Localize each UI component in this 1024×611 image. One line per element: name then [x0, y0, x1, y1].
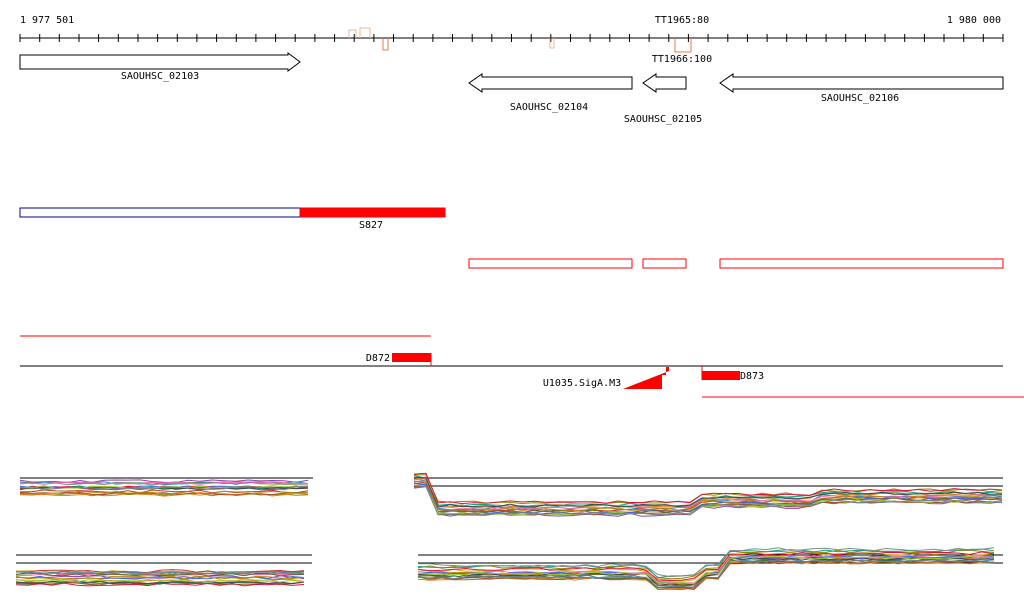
- expression-trace: [19, 481, 309, 485]
- expression-trace: [16, 569, 305, 574]
- expression-panel-top-right: [413, 472, 1003, 517]
- expression-trace: [15, 578, 305, 583]
- expression-trace: [15, 582, 305, 587]
- axis-peak-mark: [359, 27, 371, 38]
- promoter-mark[interactable]: [623, 367, 669, 389]
- gene-label: SAOUHSC_02105: [624, 114, 702, 125]
- gene-label: SAOUHSC_02104: [510, 102, 588, 113]
- expression-profile-lines: [19, 479, 309, 497]
- expression-trace: [413, 477, 1003, 510]
- expression-trace: [15, 572, 305, 577]
- axis-peak-mark: [549, 38, 555, 49]
- transcript-track: [468, 258, 1004, 269]
- expression-panel-bottom-right: [417, 547, 1003, 591]
- gene-arrow[interactable]: [468, 73, 633, 93]
- segment-label: D873: [740, 371, 764, 382]
- expression-trace: [19, 492, 309, 497]
- gene-arrow[interactable]: [642, 73, 687, 93]
- expression-trace: [413, 472, 1003, 505]
- axis-start-label: 1 977 501: [20, 15, 74, 26]
- expression-trace: [19, 486, 308, 491]
- terminator-label: TT1965:80: [655, 15, 709, 26]
- expression-trace: [19, 489, 309, 494]
- axis-ticks: [19, 34, 1004, 42]
- expression-profile-lines: [15, 569, 305, 587]
- expression-profile-lines: [413, 472, 1003, 517]
- expression-trace: [413, 476, 1003, 508]
- gene-arrow[interactable]: [19, 52, 301, 72]
- expression-trace: [19, 491, 309, 496]
- expression-trace: [417, 555, 995, 585]
- segment-box-red[interactable]: [392, 353, 431, 362]
- expression-trace: [15, 571, 305, 575]
- segment-box-red[interactable]: [702, 371, 740, 380]
- expression-panel-bottom-left: [15, 554, 312, 587]
- axis-peak-mark: [348, 29, 357, 38]
- expression-panel-top-left: [19, 477, 313, 497]
- segment-box-blue[interactable]: [19, 207, 301, 218]
- expression-trace: [413, 482, 1003, 514]
- segment-label: D872: [366, 353, 390, 364]
- segment-track: S827: [19, 207, 446, 231]
- expression-trace: [19, 490, 309, 495]
- expression-trace: [15, 575, 305, 580]
- promoter-label: U1035.SigA.M3: [543, 378, 621, 389]
- gene-label: SAOUHSC_02103: [121, 71, 199, 82]
- expression-trace: [19, 481, 309, 486]
- coordinate-axis: 1 977 501 1 980 000 TT1965:80 TT1966:100: [19, 15, 1004, 65]
- expression-trace: [417, 556, 995, 587]
- gene-label: SAOUHSC_02106: [821, 93, 899, 104]
- expression-trace: [418, 547, 995, 578]
- segment-box-red[interactable]: [299, 207, 446, 218]
- transcript-box[interactable]: [642, 258, 687, 269]
- expression-profile-lines: [417, 547, 995, 591]
- expression-trace: [417, 548, 995, 579]
- gene-track: SAOUHSC_02103 SAOUHSC_02104 SAOUHSC_0210…: [19, 52, 1004, 125]
- axis-end-label: 1 980 000: [947, 15, 1001, 26]
- feature-track: D872 D873 U1035.SigA.M3: [20, 335, 1024, 398]
- gene-arrow[interactable]: [719, 73, 1004, 93]
- axis-peak-mark: [382, 38, 389, 51]
- transcript-box[interactable]: [719, 258, 1004, 269]
- transcript-box[interactable]: [468, 258, 633, 269]
- expression-trace: [413, 485, 1003, 516]
- expression-trace: [417, 551, 995, 582]
- segment-label: S827: [359, 220, 383, 231]
- terminator-label: TT1966:100: [652, 54, 712, 65]
- expression-trace: [417, 559, 995, 589]
- expression-trace: [413, 480, 1003, 512]
- terminator-mark: [674, 38, 692, 53]
